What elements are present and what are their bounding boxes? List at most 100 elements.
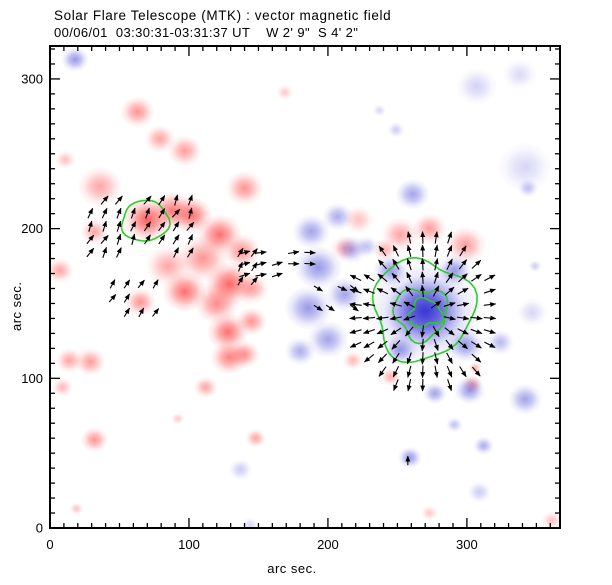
vector-arrow (420, 365, 426, 379)
vector-arrow (458, 259, 468, 270)
plot-border (49, 45, 561, 529)
vector-arrow (172, 221, 180, 232)
vector-arrow (391, 339, 401, 350)
vector-arrow (363, 341, 375, 349)
vector-arrow (420, 284, 426, 298)
vector-arrow (102, 246, 107, 258)
vector-arrow (433, 231, 439, 244)
y-tick-label: 0 (36, 521, 43, 536)
vector-arrow (470, 328, 483, 335)
x-tick-label: 0 (46, 537, 53, 552)
vector-arrow (255, 272, 267, 278)
positive-blob (120, 96, 155, 128)
vector-arrow (158, 195, 166, 206)
negative-blob (517, 178, 539, 198)
vector-arrow (377, 273, 388, 283)
negative-blob (455, 67, 498, 106)
vector-arrow (152, 308, 160, 317)
positive-blob (77, 166, 123, 208)
vector-arrow (130, 233, 136, 245)
positive-blob (245, 428, 267, 448)
negative-blob (497, 142, 554, 193)
vector-arrow (471, 366, 481, 377)
vector-arrow (456, 315, 470, 321)
vector-arrow (392, 245, 399, 257)
negative-blob (61, 46, 89, 73)
vector-arrow (116, 207, 122, 219)
vector-arrow (390, 327, 402, 336)
negative-blob (467, 481, 492, 504)
positive-blob (74, 347, 106, 376)
vector-arrow (349, 302, 362, 308)
vector-arrow (325, 304, 335, 312)
vector-arrow (87, 207, 94, 219)
vector-arrow (377, 340, 388, 349)
vector-arrow (378, 245, 387, 257)
vector-arrow (250, 276, 258, 286)
vector-arrow (255, 250, 267, 256)
vector-arrow (484, 341, 496, 348)
negative-blob (454, 376, 486, 405)
vector-arrow (420, 325, 426, 338)
vector-arrow (123, 307, 130, 317)
vector-arrow (470, 315, 483, 321)
vector-arrow (483, 315, 497, 321)
vector-arrow (457, 287, 469, 295)
vector-arrow (114, 195, 123, 205)
vector-arrow (237, 261, 243, 272)
vector-arrow (123, 293, 130, 303)
vector-arrow (484, 274, 496, 282)
vector-arrow (471, 273, 482, 282)
vector-arrow (483, 302, 497, 308)
positive-blob (55, 347, 84, 373)
positive-blob (225, 170, 264, 206)
negative-blob (284, 337, 316, 366)
vector-arrow (376, 288, 389, 295)
y-tick-label: 300 (21, 71, 43, 86)
vector-arrow (350, 285, 359, 292)
negative-blob (507, 383, 543, 415)
positive-blob (420, 505, 439, 521)
negative-blob (307, 320, 349, 359)
vector-arrow (143, 221, 152, 232)
vector-arrow (403, 301, 415, 308)
vector-arrow (130, 207, 136, 219)
vector-arrow (255, 261, 267, 267)
vector-arrow (456, 302, 470, 307)
negative-blob (335, 235, 368, 264)
vector-arrow (363, 288, 375, 294)
vector-arrow (86, 234, 95, 245)
vector-arrow (389, 302, 402, 307)
vector-arrow (187, 207, 193, 219)
vector-arrow (362, 315, 376, 321)
positive-blob (54, 150, 76, 170)
positive-blob (170, 412, 185, 426)
vector-arrow (137, 279, 145, 289)
plot-content (50, 46, 560, 528)
vector-arrow (152, 279, 159, 289)
vector-arrows (86, 194, 497, 466)
vector-arrow (237, 276, 244, 286)
vector-arrow (144, 234, 151, 245)
vector-arrow (349, 288, 362, 294)
negative-blob (372, 104, 387, 117)
vector-arrow (378, 259, 387, 270)
vector-arrow (406, 379, 412, 392)
vector-arrow (100, 235, 109, 244)
vector-arrow (378, 366, 387, 377)
vector-arrow (446, 258, 453, 271)
positive-blob (80, 427, 109, 453)
x-tick-label: 100 (178, 537, 200, 552)
vector-arrow (392, 352, 400, 364)
vector-arrow (362, 302, 376, 308)
vector-arrow (420, 257, 426, 271)
positive-blob (412, 212, 447, 245)
vector-arrow (108, 294, 117, 303)
y-tick-label: 200 (21, 221, 43, 236)
vector-arrow (483, 329, 496, 334)
negative-blob (395, 178, 431, 210)
vector-arrow (349, 341, 362, 348)
vector-arrow (100, 195, 109, 205)
x-tick-label: 200 (317, 537, 339, 552)
